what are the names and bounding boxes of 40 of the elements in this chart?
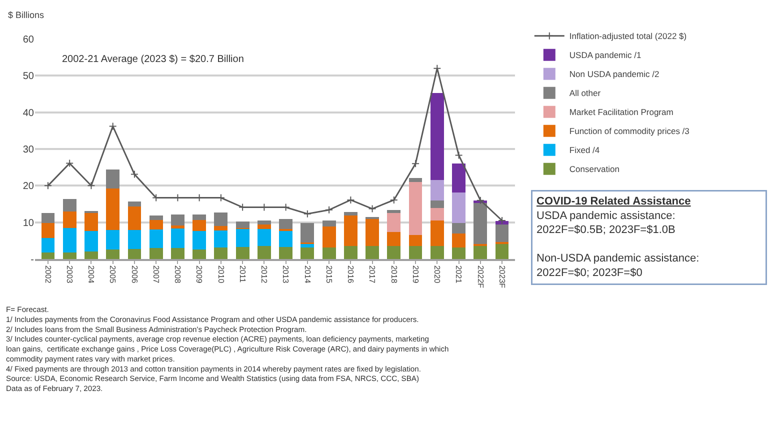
legend-label: Market Facilitation Program: [569, 107, 674, 118]
x-tick-label: 2012: [260, 265, 269, 284]
x-tick-label: 2011: [238, 265, 247, 284]
y-tick-label: 20: [22, 181, 34, 192]
x-tick-label: 2005: [108, 265, 118, 284]
x-tick-label: 2015: [324, 265, 334, 284]
x-tick-label: 2007: [151, 265, 160, 284]
x-tick-label: 2020: [432, 265, 442, 284]
text: COVID-19 Related Assistance USDA pandemic assistance: 2022F=$0.5B; 2023F=$1.0B Non-USDA pandemic assistance: 2022F=$0; 2023F=$0: [536, 196, 700, 279]
x-tick-label: 2014: [302, 265, 312, 284]
x-tick-label: 2023F: [497, 265, 506, 288]
legend-label: Function of commodity prices /3: [569, 126, 690, 136]
x-tick-label: 2010: [216, 265, 226, 284]
legend-label: Non USDA pandemic /2: [569, 69, 660, 80]
x-tick-label: 2006: [130, 265, 139, 284]
y-axis-title: $ Billions: [8, 10, 45, 20]
x-tick-label: 2013: [281, 265, 290, 284]
x-tick-label: 2021: [454, 265, 464, 284]
x-tick-label: 2018: [389, 265, 398, 284]
x-tick-label: 2008: [173, 265, 182, 284]
x-tick-label: 2009: [194, 265, 204, 284]
legend-label: Conservation: [569, 164, 620, 174]
legend-label: Inflation-adjusted total (2022 $): [569, 31, 687, 42]
y-tick-label: 60: [22, 34, 34, 46]
x-tick-label: 2016: [346, 265, 356, 284]
y-tick-label: 10: [22, 218, 34, 229]
x-tick-label: 2004: [86, 265, 96, 284]
x-tick-label: 2022F: [476, 265, 485, 288]
x-tick-label: 2003: [64, 265, 74, 284]
x-tick-label: 2019: [410, 265, 420, 284]
y-tick-label: -: [30, 254, 34, 266]
legend-label: All other: [569, 88, 601, 98]
y-tick-label: 50: [22, 71, 34, 82]
legend-label: USDA pandemic /1: [569, 50, 642, 60]
annotation: 2002-21 Average (2023 $) = $20.7 Billion: [62, 54, 244, 65]
x-tick-label: 2017: [368, 265, 377, 284]
x-tick-label: 2002: [43, 265, 52, 284]
legend-label: Fixed /4: [569, 145, 600, 156]
y-tick-label: 30: [22, 144, 34, 156]
y-tick-label: 40: [22, 108, 34, 119]
